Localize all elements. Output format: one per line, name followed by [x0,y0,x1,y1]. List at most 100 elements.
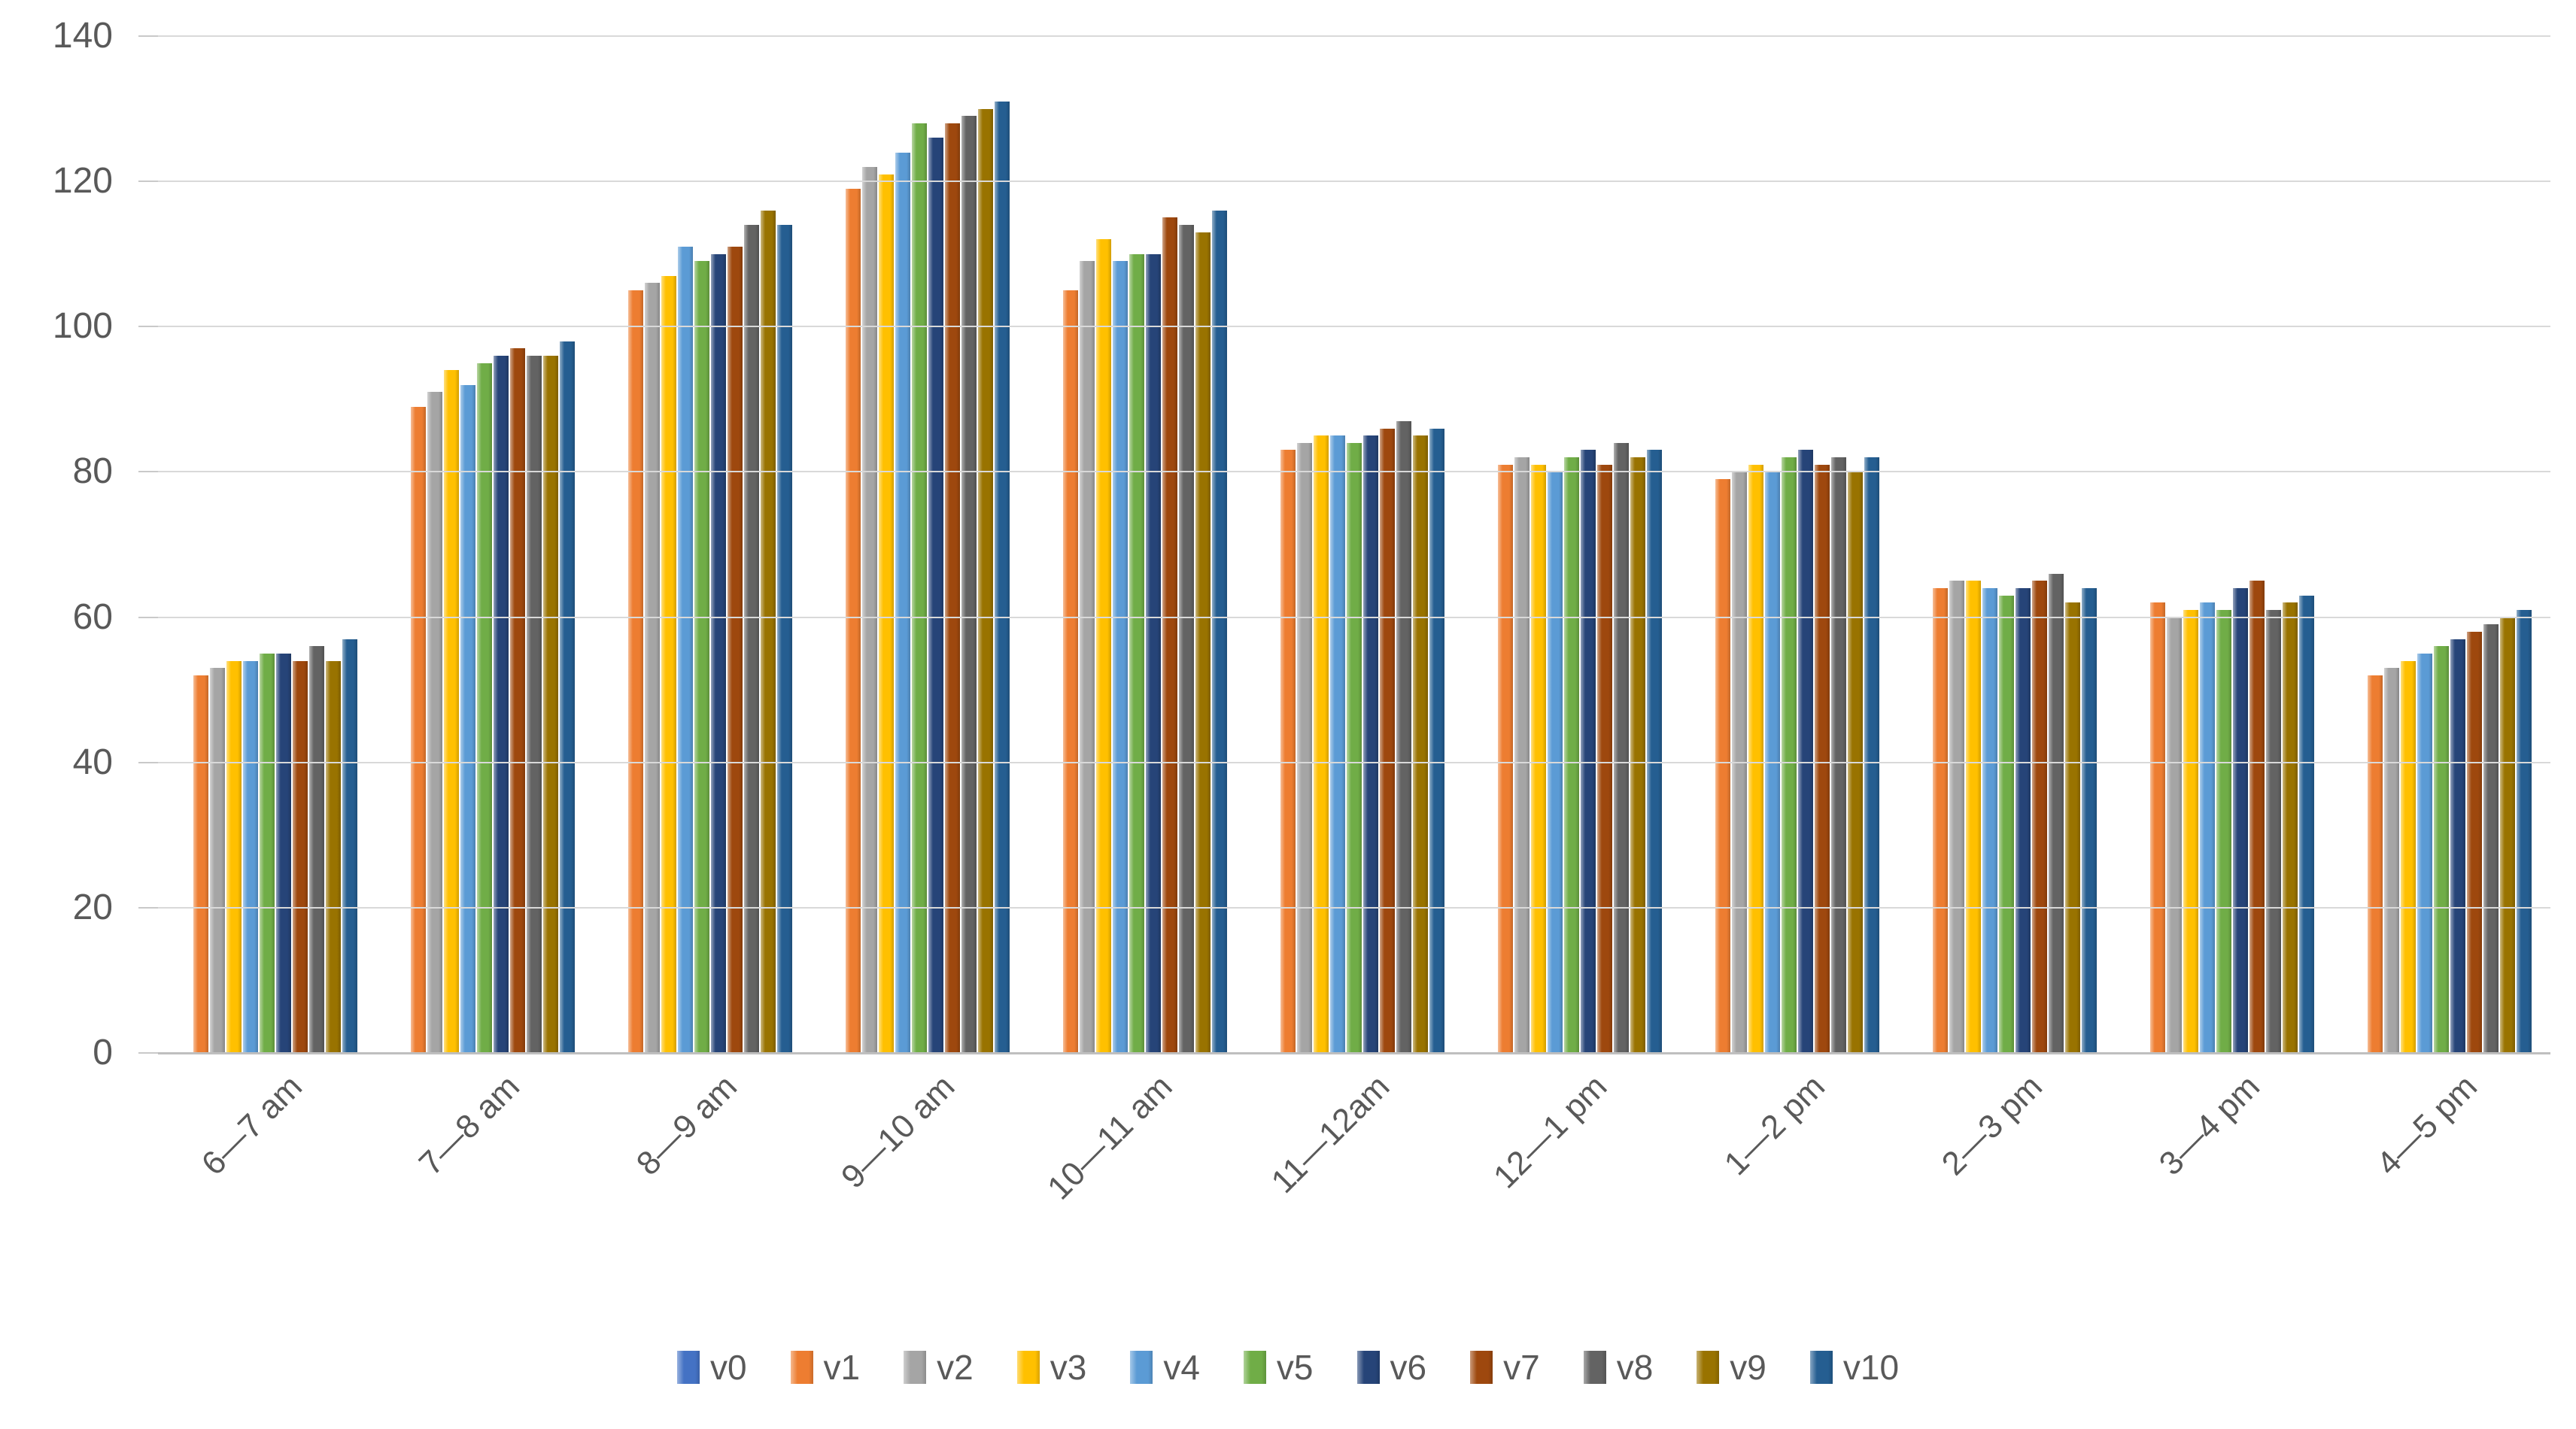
bar-v3-7—8 am [443,370,459,1053]
legend-item-v0: v0 [676,1348,747,1387]
bar-v10-9—10 am [994,101,1010,1053]
y-axis-tick [138,326,158,328]
bar-v3-12—1 pm [1531,464,1547,1053]
legend-label: v5 [1276,1348,1314,1387]
bar-v5-9—10 am [911,123,927,1053]
legend-label: v0 [709,1348,747,1387]
bar-v6-10—11 am [1145,253,1161,1053]
bar-v1-3—4 pm [2150,602,2166,1053]
bar-v7-4—5 pm [2467,631,2483,1053]
bar-v4-3—4 pm [2200,602,2216,1053]
bar-v1-6—7 am [193,675,208,1053]
y-axis-tick [138,181,158,183]
y-axis-tick [138,616,158,618]
bar-v9-8—9 am [760,210,776,1053]
bar-v8-11—12am [1396,420,1412,1053]
legend-label: v8 [1616,1348,1654,1387]
bar-v10-4—5 pm [2517,609,2532,1053]
bar-v3-9—10 am [878,174,894,1053]
bar-v4-7—8 am [460,384,475,1053]
bar-v9-2—3 pm [2065,602,2081,1053]
bar-v9-4—5 pm [2500,617,2516,1053]
x-axis-label: 10—11 am [1040,1068,1180,1207]
legend-item-v8: v8 [1583,1348,1654,1387]
bar-v2-7—8 am [427,392,442,1053]
bar-v10-6—7 am [342,639,357,1053]
bar-v2-11—12am [1297,442,1313,1053]
bar-v4-9—10 am [895,152,910,1053]
bar-v7-10—11 am [1162,217,1177,1053]
bar-group-7—8 am [375,36,593,1053]
x-axis-line [158,1052,2550,1054]
bar-v6-9—10 am [928,138,943,1053]
bar-v6-2—3 pm [2016,587,2031,1053]
gridline-20 [158,906,2550,909]
y-axis-tick [138,906,158,909]
legend-swatch-v3 [1016,1351,1040,1384]
y-axis-tick-label: 100 [52,306,113,347]
legend-item-v7: v7 [1470,1348,1540,1387]
bar-v6-12—1 pm [1581,450,1596,1053]
x-axis-label: 4—5 pm [2369,1068,2485,1183]
bar-v7-7—8 am [509,348,525,1053]
bar-v7-9—10 am [944,123,960,1053]
x-axis-label: 8—9 am [630,1068,745,1183]
bar-v5-4—5 pm [2434,646,2450,1053]
y-axis-tick-label: 120 [52,161,113,202]
bar-v1-11—12am [1280,450,1296,1053]
bar-v3-6—7 am [226,660,242,1053]
bar-v10-8—9 am [776,225,792,1053]
legend-swatch-v6 [1356,1351,1380,1384]
legend-swatch-v0 [676,1351,700,1384]
bar-v5-1—2 pm [1782,457,1797,1053]
legend-item-v1: v1 [790,1348,860,1387]
bar-v4-4—5 pm [2417,653,2433,1053]
bar-v3-1—2 pm [1748,464,1764,1053]
legend-swatch-v8 [1583,1351,1606,1384]
bar-v10-12—1 pm [1647,450,1663,1053]
bar-v7-6—7 am [292,660,308,1053]
bar-v4-2—3 pm [1982,587,1998,1053]
bar-v7-3—4 pm [2249,581,2265,1053]
legend-swatch-v5 [1243,1351,1266,1384]
bar-v3-8—9 am [661,275,676,1053]
bar-v3-11—12am [1314,435,1329,1053]
bar-group-4—5 pm [2333,36,2550,1053]
gridline-100 [158,326,2550,328]
y-axis-tick [138,35,158,37]
bar-v9-12—1 pm [1630,457,1646,1053]
bar-v8-10—11 am [1178,225,1194,1053]
x-axis-label: 7—8 am [412,1068,527,1183]
y-axis-tick-label: 140 [52,16,113,56]
bar-v7-12—1 pm [1597,464,1613,1053]
bar-v5-11—12am [1347,442,1362,1053]
bar-v3-2—3 pm [1966,581,1982,1053]
legend-swatch-v9 [1697,1351,1720,1384]
bar-v6-7—8 am [493,355,509,1053]
bar-v4-6—7 am [242,660,258,1053]
bar-v1-7—8 am [410,406,426,1053]
legend-swatch-v4 [1130,1351,1153,1384]
bar-group-11—12am [1245,36,1463,1053]
bar-v7-8—9 am [727,247,743,1053]
bar-group-12—1 pm [1463,36,1681,1053]
y-axis-tick-label: 80 [72,451,113,492]
bar-v5-2—3 pm [1999,595,2015,1053]
legend: v0 v1 v2 v3 v4 v5 v6 v7 v8 v9 v10 [0,1348,2576,1387]
bar-v8-3—4 pm [2266,609,2282,1053]
bar-v3-3—4 pm [2183,609,2199,1053]
legend-label: v3 [1050,1348,1087,1387]
y-axis-tick-label: 0 [93,1033,113,1073]
bar-v9-6—7 am [325,660,341,1053]
bar-v3-4—5 pm [2401,660,2417,1053]
bar-v7-11—12am [1380,428,1396,1053]
bar-v2-8—9 am [644,283,660,1053]
bar-v2-2—3 pm [1949,581,1965,1053]
bar-v2-6—7 am [209,668,225,1053]
legend-item-v10: v10 [1809,1348,1899,1387]
legend-label: v4 [1163,1348,1200,1387]
y-axis-tick [138,1052,158,1054]
legend-swatch-v1 [790,1351,813,1384]
bar-v4-8—9 am [677,247,693,1053]
